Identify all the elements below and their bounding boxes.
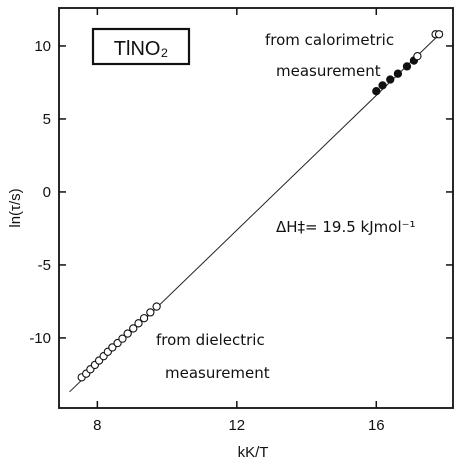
y-tick-label: -10: [29, 330, 51, 347]
dielectric-note-line1: from dielectric: [156, 331, 265, 349]
open-data-point: [146, 308, 155, 317]
y-tick-label: 10: [34, 38, 51, 55]
calorimetric-data-point: [386, 75, 395, 84]
calorimetric-note-line1: from calorimetric: [265, 31, 394, 49]
x-tick-label: 12: [228, 417, 245, 434]
x-tick-label: 8: [93, 417, 101, 434]
calorimetric-data-point: [372, 87, 381, 96]
calorimetric-data-point: [393, 69, 403, 78]
y-axis-title: ln(τ/s): [7, 188, 24, 227]
y-tick-label: 5: [43, 111, 51, 128]
dielectric-note-line2: measurement: [165, 364, 270, 382]
compound-label: TlNO₂: [114, 38, 168, 60]
open-data-point: [123, 329, 132, 338]
y-tick-label: 0: [43, 184, 51, 201]
open-data-point: [134, 319, 143, 328]
x-axis-title: kK/T: [238, 444, 269, 461]
open-data-point: [129, 324, 138, 333]
calorimetric-note-line2: measurement: [276, 62, 381, 80]
open-data-point: [118, 334, 127, 343]
plot-frame: [58, 7, 454, 409]
enthalpy-note: ΔH‡= 19.5 kJmol⁻¹: [276, 218, 416, 236]
open-data-point: [139, 314, 149, 323]
calorimetric-data-point: [378, 81, 387, 90]
axis-tick-labels: 8 12 16 -10 -5 0 5 10: [29, 38, 384, 434]
data-points: [77, 30, 444, 382]
open-data-point: [434, 30, 444, 39]
open-data-point: [413, 52, 422, 61]
y-tick-label: -5: [38, 257, 51, 274]
calorimetric-data-point: [402, 62, 412, 71]
open-data-point: [152, 302, 161, 311]
axis-ticks: [59, 8, 453, 408]
open-data-point: [108, 343, 117, 352]
x-tick-label: 16: [368, 417, 385, 434]
compound-label-box: [91, 27, 191, 66]
